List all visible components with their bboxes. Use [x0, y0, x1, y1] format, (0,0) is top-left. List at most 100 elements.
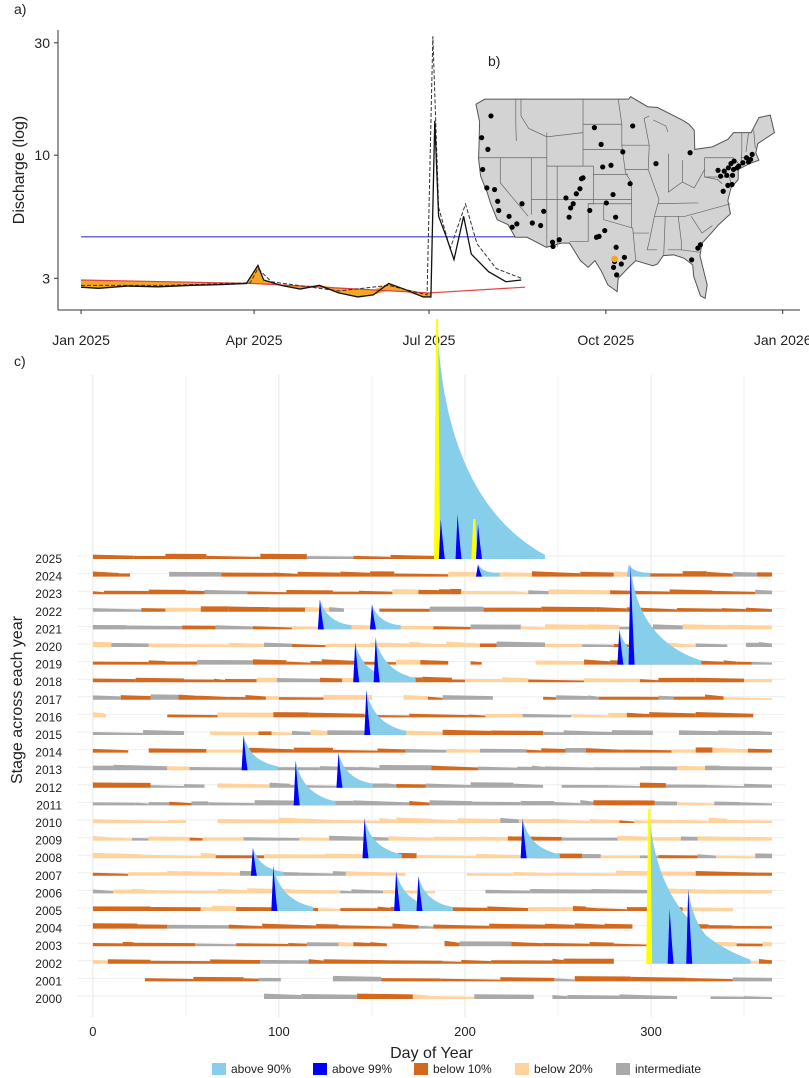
- state-border: [681, 249, 700, 253]
- stage-segment: [213, 678, 225, 683]
- stage-segment: [269, 607, 305, 612]
- stage-segment: [541, 748, 566, 753]
- stage-segment: [543, 942, 590, 947]
- gage-site-dot: [740, 160, 746, 166]
- state-border: [643, 115, 660, 251]
- stage-segment: [340, 571, 371, 577]
- stage-segment: [658, 677, 696, 683]
- stage-segment: [191, 801, 209, 806]
- stage-segment: [745, 607, 772, 612]
- stage-segment: [522, 713, 572, 718]
- stage-segment: [665, 784, 707, 788]
- stage-segment: [591, 888, 650, 894]
- x-tick-label: Jul 2025: [403, 332, 456, 348]
- stage-segment: [429, 800, 473, 806]
- state-border: [667, 216, 682, 251]
- above-90-recession: [476, 524, 513, 559]
- stage-segment: [215, 855, 265, 859]
- stage-segment: [744, 996, 772, 999]
- stage-segment: [587, 695, 599, 700]
- stage-segment: [332, 591, 359, 595]
- year-row-2024: [92, 564, 772, 577]
- stage-segment: [459, 941, 512, 947]
- stage-segment: [340, 908, 378, 911]
- legend-label: below 20%: [534, 1062, 593, 1076]
- stage-segment: [680, 836, 698, 841]
- stage-segment: [206, 749, 250, 753]
- year-row-2020: [92, 641, 772, 647]
- stage-segment: [544, 624, 588, 630]
- stage-segment: [466, 873, 514, 876]
- event-spike: [416, 876, 423, 911]
- gage-site-dot: [509, 224, 515, 230]
- stage-segment: [723, 660, 737, 665]
- stage-segment: [264, 993, 302, 999]
- stage-segment: [182, 625, 216, 630]
- above-90-recession: [438, 519, 479, 559]
- gage-site-dot: [743, 155, 750, 161]
- stage-segment: [479, 836, 508, 841]
- stage-segment: [358, 766, 380, 771]
- state-border: [653, 119, 669, 132]
- gage-site-dot: [653, 161, 659, 167]
- stage-segment: [358, 590, 393, 595]
- stage-segment: [502, 677, 529, 683]
- stage-segment: [252, 659, 287, 665]
- stage-segment: [678, 730, 719, 735]
- year-row-2025: [92, 319, 545, 559]
- stage-segment: [338, 925, 393, 929]
- gage-site-dot: [695, 245, 701, 251]
- stage-segment: [626, 712, 650, 718]
- stage-segment: [658, 855, 698, 859]
- stage-segment: [600, 855, 640, 859]
- gage-site-dot: [630, 123, 636, 129]
- stage-segment: [727, 819, 772, 823]
- year-label: 2021: [35, 622, 62, 636]
- state-border: [603, 203, 633, 229]
- stage-segment: [412, 994, 430, 999]
- above-90-recession: [416, 876, 453, 911]
- stage-segment: [210, 731, 259, 735]
- above-90-recession: [336, 752, 373, 788]
- stage-segment: [236, 943, 289, 947]
- stage-segment: [704, 765, 720, 771]
- stage-segment: [150, 785, 185, 788]
- year-label: 2005: [35, 904, 62, 918]
- stage-segment: [150, 960, 211, 964]
- stage-segment: [195, 943, 237, 947]
- stage-segment: [286, 589, 333, 595]
- year-row-2007: [92, 847, 772, 876]
- stage-segment: [217, 888, 248, 894]
- stage-segment: [392, 589, 419, 595]
- stage-segment: [623, 749, 672, 753]
- year-row-2015: [92, 690, 772, 735]
- above-90-recession: [369, 604, 401, 630]
- stage-segment: [418, 925, 434, 929]
- year-label: 2006: [35, 886, 62, 900]
- stage-segment: [714, 801, 741, 806]
- gage-site-dot: [596, 233, 602, 240]
- gage-site-dot: [506, 213, 512, 219]
- stage-segment: [574, 923, 605, 929]
- stage-segment: [528, 679, 585, 683]
- stage-segment: [306, 942, 339, 947]
- stage-segment: [133, 942, 196, 947]
- gage-site-dot: [591, 125, 598, 131]
- stage-segment: [278, 697, 324, 700]
- dashed-series-line: [81, 36, 522, 296]
- stage-segment: [682, 571, 707, 577]
- year-label: 2010: [35, 816, 62, 830]
- above-90-recession: [394, 871, 434, 911]
- stage-segment: [92, 608, 142, 612]
- stage-segment: [215, 625, 253, 630]
- stage-segment: [128, 872, 168, 876]
- stage-segment: [288, 943, 307, 947]
- gage-site-dot: [749, 151, 755, 158]
- gage-site-dot: [610, 264, 617, 270]
- stage-segment: [589, 941, 614, 947]
- above-90-recession: [476, 564, 500, 577]
- stage-segment: [598, 696, 659, 700]
- stage-segment: [450, 588, 462, 595]
- stage-segment: [517, 766, 532, 771]
- stage-segment: [351, 889, 384, 894]
